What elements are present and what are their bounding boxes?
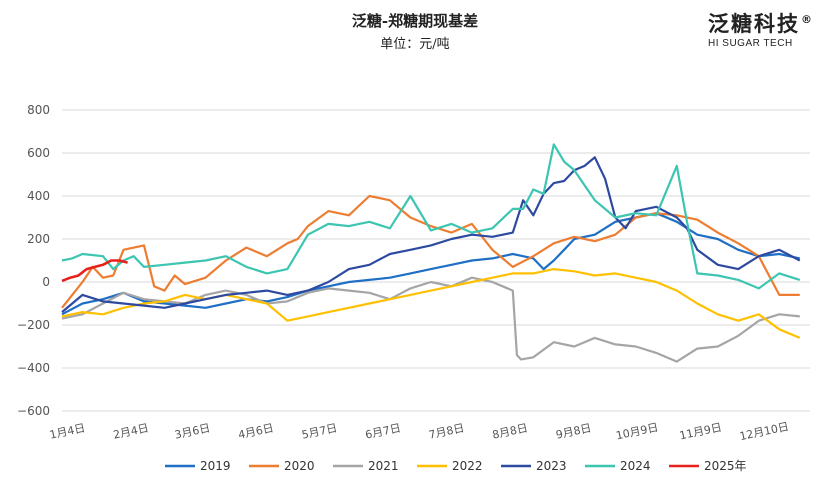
series-line-2024 (61, 143, 801, 290)
x-tick-label: 6月7日 (364, 421, 402, 441)
series-line-2025年 (61, 259, 128, 283)
legend-label: 2022 (452, 459, 483, 473)
legend-label: 2024 (620, 459, 651, 473)
gridlines (62, 109, 810, 412)
x-tick-label: 12月10日 (738, 420, 790, 443)
x-tick-label: 8月8日 (491, 421, 529, 441)
legend-label: 2020 (284, 459, 315, 473)
x-axis: 1月4日 2月4日 3月6日 4月6日 5月7日 6月7日 7月8日 8月8日 9月8日 10月9… (48, 420, 790, 443)
x-tick-label: 10月9日 (615, 421, 660, 443)
legend-label: 2021 (368, 459, 399, 473)
x-tick-label: 5月7日 (301, 421, 339, 441)
x-tick-label: 11月9日 (678, 421, 723, 443)
series-line-2023 (61, 156, 801, 313)
y-axis: 800 600 400 200 0 −200 −400 −600 (17, 103, 50, 418)
x-tick-label: 9月8日 (555, 421, 593, 441)
brand-english: HI SUGAR TECH (708, 38, 793, 49)
chart-subtitle: 单位：元/吨 (380, 37, 450, 52)
legend-label: 2019 (200, 459, 231, 473)
series-line-2022 (61, 268, 801, 339)
brand-name: 泛糖科技® (708, 12, 814, 36)
x-tick-label: 4月6日 (237, 421, 275, 441)
registered-mark: ® (801, 13, 814, 26)
series-lines (61, 143, 801, 363)
x-tick-label: 2月4日 (112, 421, 150, 441)
legend: 2019 2020 2021 2022 2023 2024 2025年 (165, 459, 747, 473)
chart-title: 泛糖-郑糖期现基差 (351, 12, 479, 30)
legend-label: 2025年 (704, 459, 747, 473)
y-tick-label: −200 (17, 318, 50, 332)
x-tick-label: 7月8日 (428, 421, 466, 441)
y-tick-label: −600 (17, 404, 50, 418)
x-tick-label: 1月4日 (48, 421, 86, 441)
y-tick-label: 600 (27, 146, 50, 160)
y-tick-label: 0 (42, 275, 50, 289)
y-tick-label: −400 (17, 361, 50, 375)
x-tick-label: 3月6日 (173, 421, 211, 441)
y-tick-label: 400 (27, 189, 50, 203)
y-tick-label: 200 (27, 232, 50, 246)
brand-logo: 泛糖科技® HI SUGAR TECH (708, 8, 814, 49)
y-tick-label: 800 (27, 103, 50, 117)
series-line-2019 (61, 212, 801, 316)
legend-label: 2023 (536, 459, 567, 473)
